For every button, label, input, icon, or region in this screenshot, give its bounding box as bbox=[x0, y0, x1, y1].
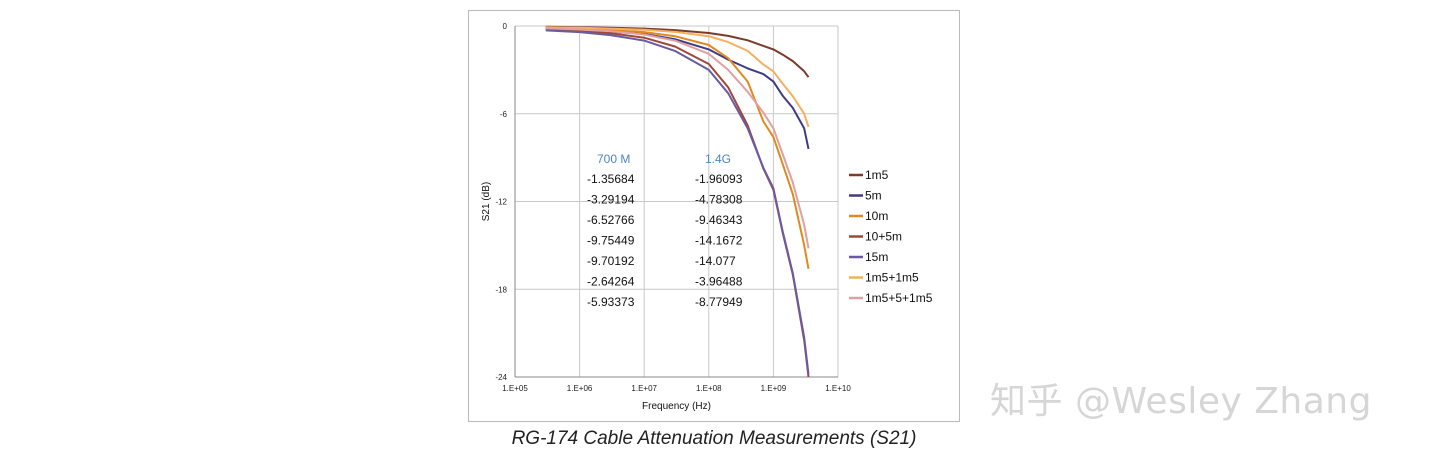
y-tick-label: -18 bbox=[495, 285, 507, 294]
table-cell: -14.077 bbox=[695, 254, 736, 268]
chart-frame: 0 -6 -12 -18 -24 1.E+05 1.E+06 1.E+07 1.E+08 1.E+… bbox=[468, 10, 960, 422]
legend-label: 15m bbox=[865, 250, 888, 264]
table-cell: -1.35684 bbox=[587, 172, 635, 186]
x-tick-label: 1.E+10 bbox=[825, 384, 851, 393]
table-cell: -3.96488 bbox=[695, 275, 743, 289]
legend-label: 10+5m bbox=[865, 230, 902, 244]
legend-label: 1m5 bbox=[865, 168, 889, 182]
table-header: 1.4G bbox=[705, 152, 731, 166]
x-tick-label: 1.E+08 bbox=[696, 384, 722, 393]
table-cell: -5.93373 bbox=[587, 295, 635, 309]
table-cell: -3.29194 bbox=[587, 193, 635, 207]
legend-label: 1m5+1m5 bbox=[865, 271, 919, 285]
series-line-1m5+5+1m5 bbox=[545, 27, 810, 249]
x-tick-label: 1.E+09 bbox=[761, 384, 787, 393]
table-cell: -4.78308 bbox=[695, 193, 743, 207]
table-cell: -2.64264 bbox=[587, 275, 635, 289]
table-cell: -8.77949 bbox=[695, 295, 743, 309]
series-line-10+5m bbox=[545, 28, 810, 378]
y-axis-label: S21 (dB) bbox=[481, 182, 492, 221]
y-tick-label: -12 bbox=[495, 198, 507, 207]
y-tick-label: -6 bbox=[500, 110, 508, 119]
table-cell: -1.96093 bbox=[695, 172, 743, 186]
table-cell: -9.46343 bbox=[695, 213, 743, 227]
x-tick-label: 1.E+05 bbox=[502, 384, 528, 393]
x-tick-label: 1.E+07 bbox=[631, 384, 657, 393]
legend-label: 10m bbox=[865, 209, 888, 223]
y-tick-label: 0 bbox=[503, 22, 508, 31]
watermark: 知乎 @Wesley Zhang bbox=[990, 381, 1372, 422]
x-axis-label: Frequency (Hz) bbox=[642, 401, 711, 412]
chart-svg: 0 -6 -12 -18 -24 1.E+05 1.E+06 1.E+07 1.E+08 1.E+… bbox=[481, 22, 933, 412]
y-tick-label: -24 bbox=[495, 373, 507, 382]
series-line-10m bbox=[545, 26, 810, 269]
legend-label: 1m5+5+1m5 bbox=[865, 291, 933, 305]
table-cell: -9.75449 bbox=[587, 234, 635, 248]
table-cell: -6.52766 bbox=[587, 213, 635, 227]
table-cell: -9.70192 bbox=[587, 254, 635, 268]
series-line-15m bbox=[545, 29, 810, 375]
table-cell: -14.1672 bbox=[695, 234, 743, 248]
table-header: 700 M bbox=[597, 152, 630, 166]
x-tick-label: 1.E+06 bbox=[567, 384, 593, 393]
series-line-1m5+1m5 bbox=[545, 26, 810, 128]
legend-label: 5m bbox=[865, 189, 882, 203]
chart-caption: RG-174 Cable Attenuation Measurements (S… bbox=[511, 428, 917, 449]
